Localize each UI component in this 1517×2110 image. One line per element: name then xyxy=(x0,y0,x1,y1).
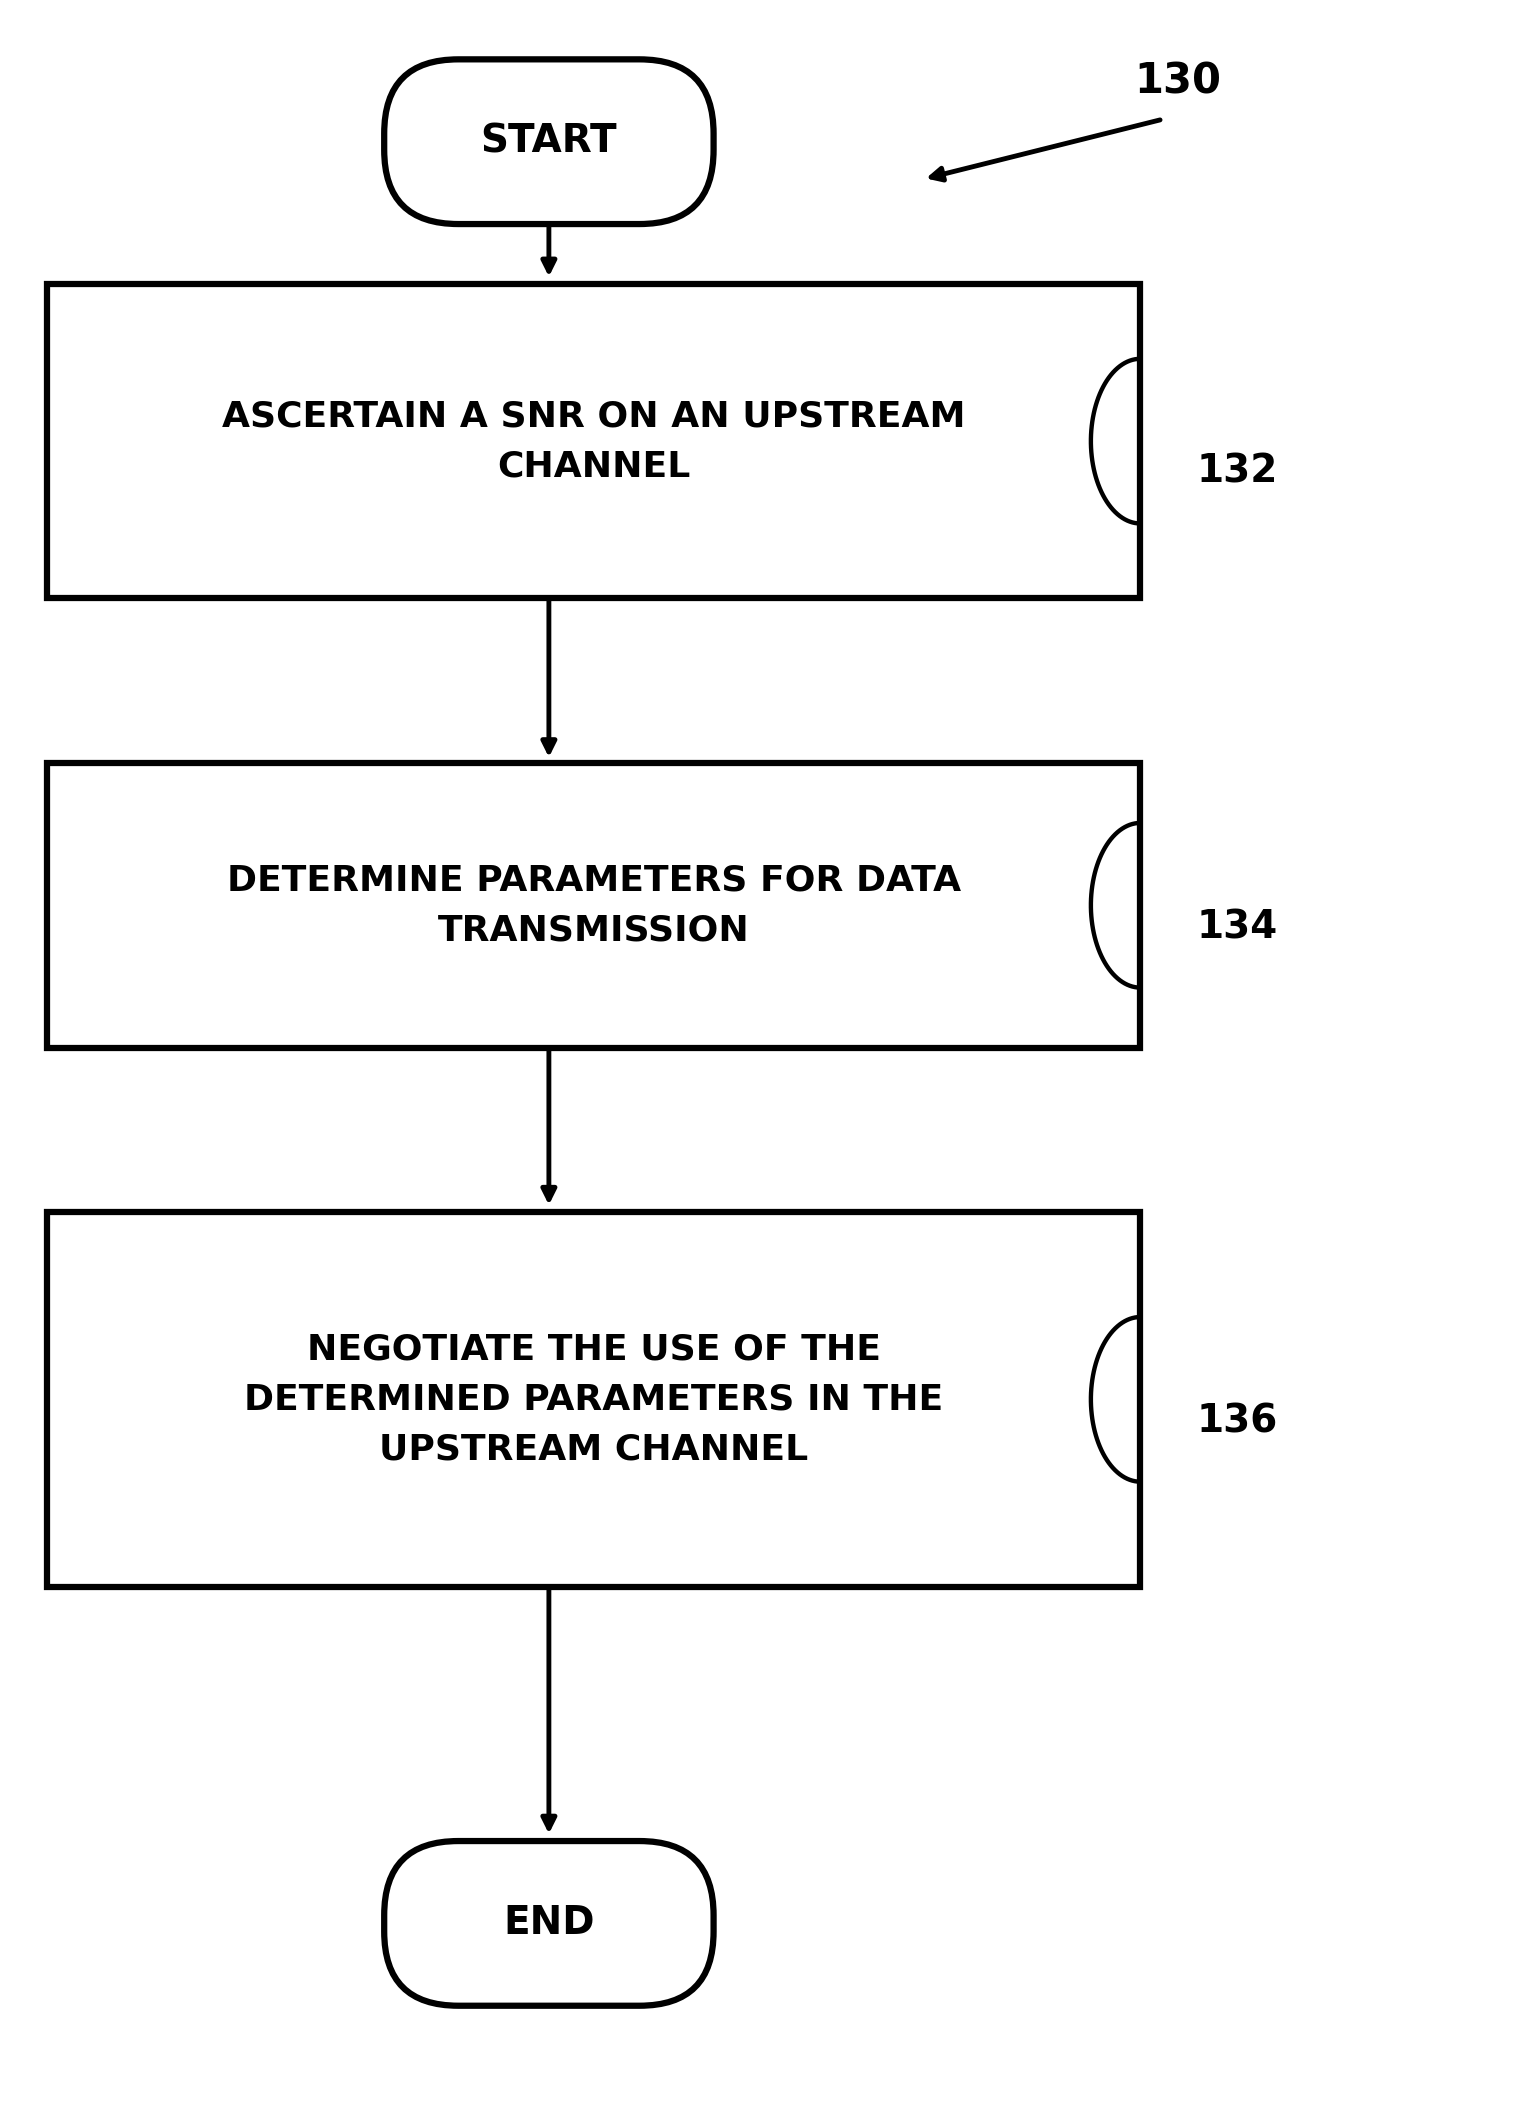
FancyBboxPatch shape xyxy=(384,59,713,224)
FancyBboxPatch shape xyxy=(384,1842,713,2007)
Text: 132: 132 xyxy=(1197,452,1279,490)
Text: 130: 130 xyxy=(1135,61,1221,103)
Text: 136: 136 xyxy=(1197,1403,1279,1441)
Bar xyxy=(47,285,1141,599)
Text: 134: 134 xyxy=(1197,909,1279,947)
Bar xyxy=(47,1213,1141,1587)
Text: START: START xyxy=(481,122,617,160)
Text: END: END xyxy=(504,1905,595,1943)
Text: NEGOTIATE THE USE OF THE
DETERMINED PARAMETERS IN THE
UPSTREAM CHANNEL: NEGOTIATE THE USE OF THE DETERMINED PARA… xyxy=(244,1331,944,1466)
Text: DETERMINE PARAMETERS FOR DATA
TRANSMISSION: DETERMINE PARAMETERS FOR DATA TRANSMISSI… xyxy=(226,863,960,947)
Text: ASCERTAIN A SNR ON AN UPSTREAM
CHANNEL: ASCERTAIN A SNR ON AN UPSTREAM CHANNEL xyxy=(221,399,965,483)
Bar xyxy=(47,764,1141,1047)
